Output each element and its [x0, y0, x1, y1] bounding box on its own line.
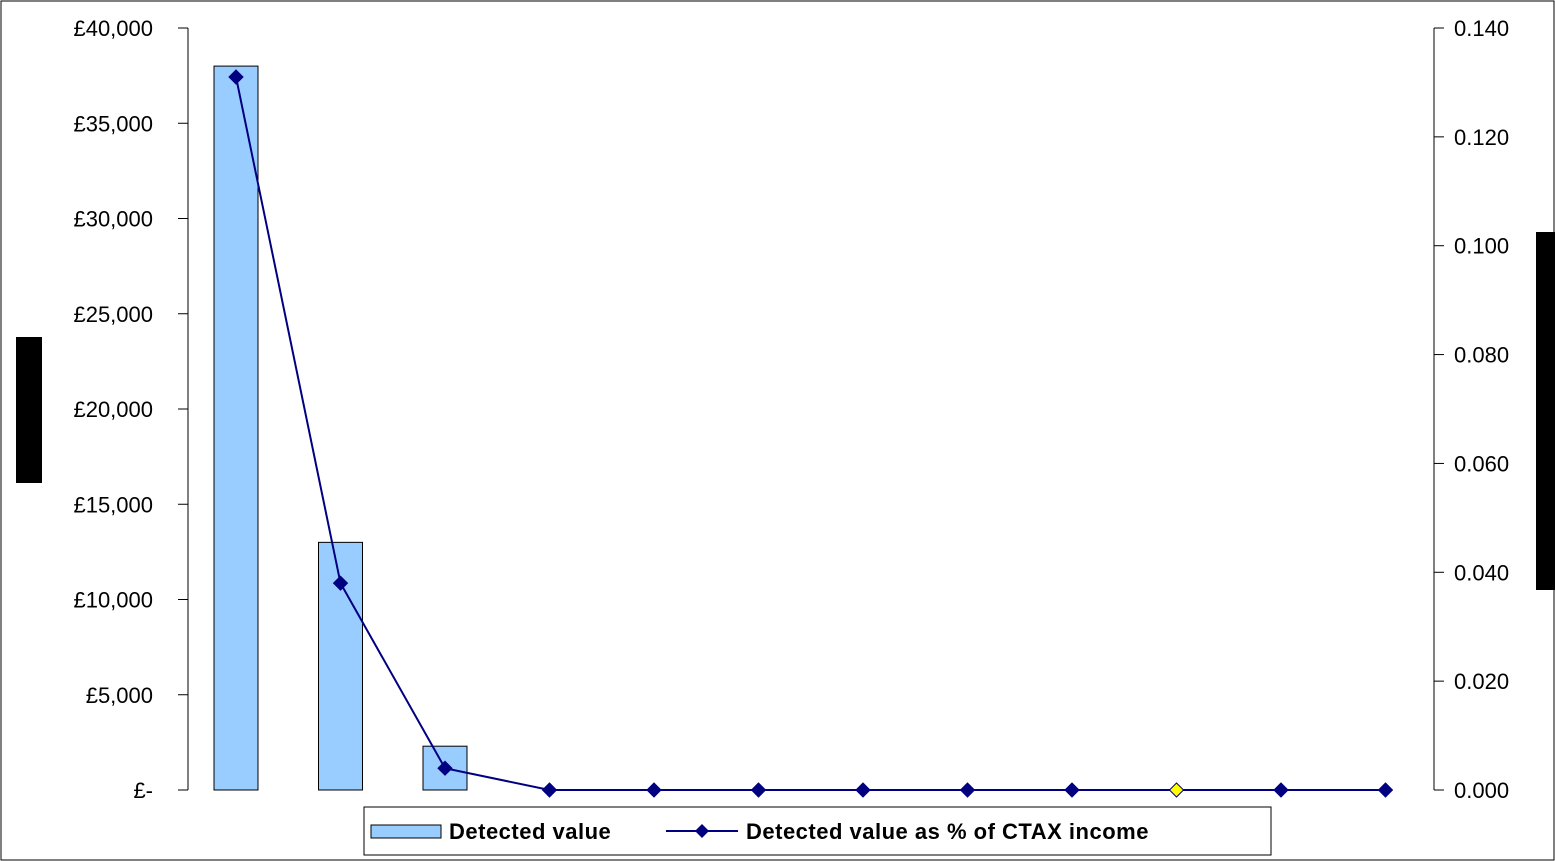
- right-axis-ticks: 0.000 0.020 0.040 0.060 0.080 0.100 0.120 0.140: [1434, 16, 1509, 803]
- left-tick-label: £-: [133, 778, 153, 803]
- right-tick-label: 0.140: [1454, 16, 1509, 41]
- line-point-marker: [959, 782, 976, 798]
- right-tick-label: 0.120: [1454, 125, 1509, 150]
- legend-diamond-icon: [695, 824, 709, 838]
- right-tick-label: 0.000: [1454, 778, 1509, 803]
- legend-line-label: Detected value as % of CTAX income: [746, 819, 1149, 844]
- legend-bar-swatch: [370, 824, 442, 839]
- left-tick-label: £15,000: [73, 492, 153, 517]
- left-tick-label: £5,000: [86, 683, 153, 708]
- right-tick-label: 0.020: [1454, 669, 1509, 694]
- right-tick-label: 0.080: [1454, 343, 1509, 368]
- legend: Detected value Detected value as % of CT…: [363, 806, 1272, 856]
- legend-box: [363, 806, 1272, 856]
- left-tick-label: £10,000: [73, 588, 153, 613]
- left-tick-label: £30,000: [73, 207, 153, 232]
- line-point-marker: [855, 782, 871, 798]
- left-tick-label: £35,000: [73, 111, 153, 136]
- left-axis-ticks: £- £5,000 £10,000 £15,000 £20,000 £25,000 £30,…: [73, 16, 188, 803]
- bar-series: [213, 65, 468, 791]
- line-point-marker: [541, 782, 558, 798]
- right-tick-label: 0.040: [1454, 560, 1509, 585]
- left-tick-label: £40,000: [73, 16, 153, 41]
- line-series: [228, 69, 1394, 798]
- line-point-marker: [646, 782, 662, 798]
- left-tick-label: £25,000: [73, 302, 153, 327]
- line-point-marker: [1273, 782, 1289, 798]
- line-point-marker: [332, 575, 349, 591]
- bar: [213, 65, 259, 791]
- line-point-marker: [1377, 782, 1394, 798]
- line-point-marker: [1064, 782, 1080, 798]
- left-redaction-block: [16, 337, 42, 483]
- right-tick-label: 0.100: [1454, 234, 1509, 259]
- line-point-marker: [228, 69, 244, 85]
- line-point-marker: [750, 782, 767, 798]
- legend-bar-label: Detected value: [449, 819, 611, 844]
- right-redaction-block: [1536, 232, 1555, 590]
- line-point-marker: [1168, 782, 1185, 798]
- series-line: [235, 76, 1386, 791]
- right-tick-label: 0.060: [1454, 451, 1509, 476]
- line-point-marker: [437, 760, 453, 776]
- left-tick-label: £20,000: [73, 397, 153, 422]
